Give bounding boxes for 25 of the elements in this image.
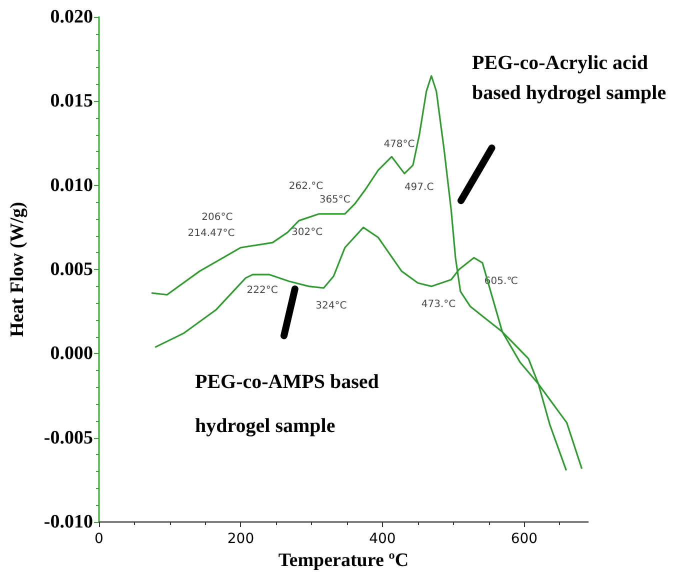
y-tick-label: 0.015: [50, 90, 93, 112]
y-tick-label: 0.010: [50, 174, 93, 196]
x-axis-title: Temperature ºC: [278, 550, 409, 571]
x-tick-label: 200: [227, 531, 254, 547]
annotation: 214.47°C: [188, 228, 235, 240]
x-tick-label: 400: [369, 531, 396, 547]
y-tick-label: -0.010: [44, 512, 93, 532]
series-label: PEG-co-AMPS based hydrogel sample: [195, 370, 380, 439]
annotation: 302°C: [292, 226, 323, 238]
annotation: 497.C: [404, 182, 434, 194]
annotation: 478°C: [384, 139, 415, 150]
annotation: 365°C: [319, 194, 350, 206]
y-tick-label: 0.005: [50, 259, 93, 280]
y-axis-title: Heat Flow (W/g): [7, 202, 28, 338]
series-label: PEG-co-Acrylic acid based hydrogel sample: [472, 51, 668, 106]
x-tick-label: 0: [94, 531, 104, 547]
annotation: 262.°C: [288, 181, 324, 192]
y-tick-label: 0.000: [50, 343, 93, 364]
x-tick-label: 600: [510, 531, 538, 547]
annotation: 324°C: [316, 300, 347, 312]
annotation: 206°C: [202, 212, 233, 224]
y-tick-label: -0.005: [44, 427, 93, 448]
annotation: 473.°C: [421, 298, 456, 310]
y-tick-label: 0.020: [50, 6, 93, 28]
annotation: 222°C: [246, 285, 278, 296]
